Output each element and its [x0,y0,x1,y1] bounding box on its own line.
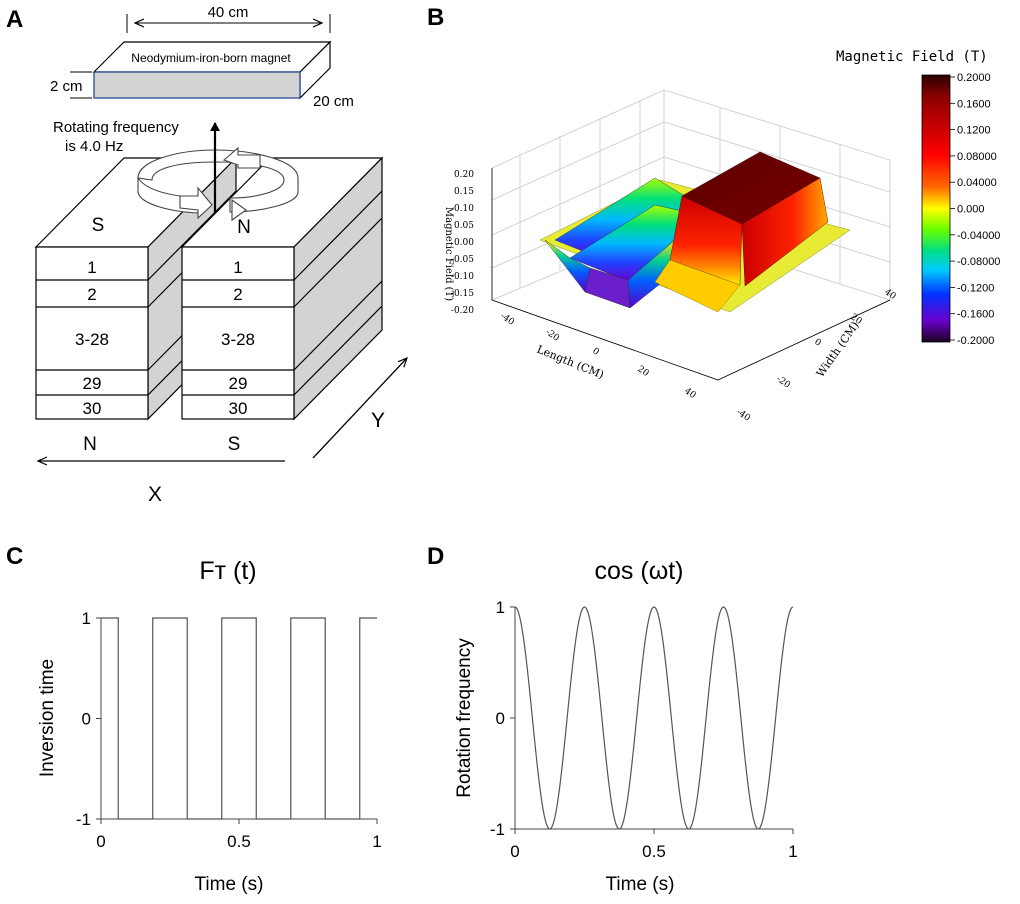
panel-d-letter: D [427,543,444,570]
chart-d-title: cos (ωt) [595,557,684,585]
rotation-line-2: is 4.0 Hz [65,138,123,155]
y-tick-label: 1 [496,598,505,617]
chart-d-plot: 1 0 -1 0 0.5 1 [490,598,798,861]
x-tick-label: 0.5 [227,832,251,851]
colorbar-tick-label: -0.1200 [957,282,994,294]
colorbar-tick-label: 0.1200 [957,125,991,137]
z-tick: -0.20 [451,306,474,316]
magnet-length-dimension: 40 cm [126,4,331,33]
width-axis-label: Width (CM) [814,319,862,380]
z-axis-label: Magnetic Field (T) [443,207,454,301]
left-bottom-pole: N [83,434,97,455]
chart-c-xlabel: Time (s) [195,874,264,895]
panel-b-letter: B [427,4,444,31]
rotation-ring-icon [137,146,299,222]
right-layer-1: 1 [233,258,242,277]
length-axis: -40 -20 0 20 40 Length (CM) [491,299,719,401]
chart-d-xlabel: Time (s) [606,874,675,895]
colorbar-tick-label: 0.000 [957,204,985,216]
right-layer-2: 2 [233,285,242,304]
right-top-pole: N [237,217,251,238]
right-bottom-pole: S [228,434,241,455]
dim-length-label: 40 cm [208,4,249,21]
chart-c-title: Fт (t) [199,557,256,585]
x-tick-label: 0 [510,842,519,861]
rotation-line-1: Rotating frequency [53,119,179,136]
y-axis-arrow [312,358,407,459]
colorbar-tick-label: 0.04000 [957,177,997,189]
left-layer-30: 30 [83,399,102,418]
width-tick: -40 [734,407,752,424]
right-layer-3-28: 3-28 [221,330,255,349]
z-tick: 0.20 [454,170,474,180]
surface-negative-well [544,177,701,309]
colorbar-tick-label: -0.2000 [957,335,994,347]
z-tick: -0.05 [451,255,474,265]
z-tick: -0.10 [451,272,474,282]
y-axis-label: Y [371,409,385,432]
colorbar-tick-label: 0.2000 [957,72,991,84]
left-layer-2: 2 [87,285,96,304]
z-tick: 0.10 [454,204,474,214]
right-magnet-stack: N 1 2 3-28 29 30 S [180,156,384,455]
series-line [514,606,794,830]
top-magnet: Neodymium-iron-born magnet [92,40,332,100]
colorbar-tick-label: 0.1600 [957,98,991,110]
x-axis-label: X [148,483,162,506]
length-tick: -40 [498,311,516,328]
dim-width-label: 20 cm [313,93,354,110]
length-tick: 20 [635,364,650,379]
width-axis: 40 20 0 -20 -40 Width (CM) [717,287,898,424]
colorbar-tick-label: 0.08000 [957,151,997,163]
dim-height-label: 2 cm [50,78,83,95]
colorbar-tick-label: -0.08000 [957,256,1000,268]
chart-d-ylabel: Rotation frequency [454,638,475,798]
colorbar-gradient [921,74,951,343]
left-layer-29: 29 [83,374,102,393]
z-tick: -0.15 [451,289,474,299]
length-tick: 0 [590,346,601,358]
colorbar-tick-label: -0.1600 [957,309,994,321]
series-line [101,617,377,820]
chart-c-ylabel: Inversion time [37,659,58,777]
panel-c: C Fт (t) Time (s) Inversion time 1 0 -1 0 0.… [6,543,382,895]
colorbar: Magnetic Field (T) 0.2000 0.1600 0.1200 0.0… [836,49,1000,347]
x-tick-label: 0 [96,832,105,851]
y-tick-label: 0 [82,710,91,729]
left-layer-1: 1 [87,258,96,277]
magnet-height-dimension: 2 cm [50,71,92,99]
right-layer-30: 30 [229,399,248,418]
panel-c-letter: C [6,543,23,570]
z-tick: 0.15 [454,187,474,197]
x-tick-label: 1 [788,842,797,861]
chart-c-plot: 1 0 -1 0 0.5 1 [76,609,382,851]
y-tick-label: 0 [496,709,505,728]
colorbar-tick-label: -0.04000 [957,230,1000,242]
y-tick-label: -1 [490,820,505,839]
panel-d: D cos (ωt) Time (s) Rotation frequency 1… [427,543,798,895]
z-tick: 0.00 [454,238,474,248]
left-top-pole: S [92,215,105,236]
length-tick: 40 [682,386,697,401]
magnet-label: Neodymium-iron-born magnet [131,51,291,65]
width-tick: 40 [882,287,897,302]
surface-positive-plateau [654,151,829,313]
panel-a: A Neodymium-iron-born magnet 40 cm 2 cm … [6,4,407,506]
panel-a-letter: A [6,6,23,33]
colorbar-title: Magnetic Field (T) [836,49,988,65]
y-tick-label: 1 [82,609,91,628]
x-tick-label: 1 [372,832,381,851]
left-layer-3-28: 3-28 [75,330,109,349]
width-tick: 0 [812,337,823,349]
length-tick: -20 [543,327,561,344]
z-axis: 0.20 0.15 0.10 0.05 0.00 -0.05 -0.10 -0.… [443,168,493,316]
right-layer-29: 29 [229,374,248,393]
width-tick: -20 [774,374,792,391]
panel-b: B [427,4,1000,424]
y-tick-label: -1 [76,810,91,829]
z-tick: 0.05 [454,221,474,231]
x-tick-label: 0.5 [642,842,666,861]
